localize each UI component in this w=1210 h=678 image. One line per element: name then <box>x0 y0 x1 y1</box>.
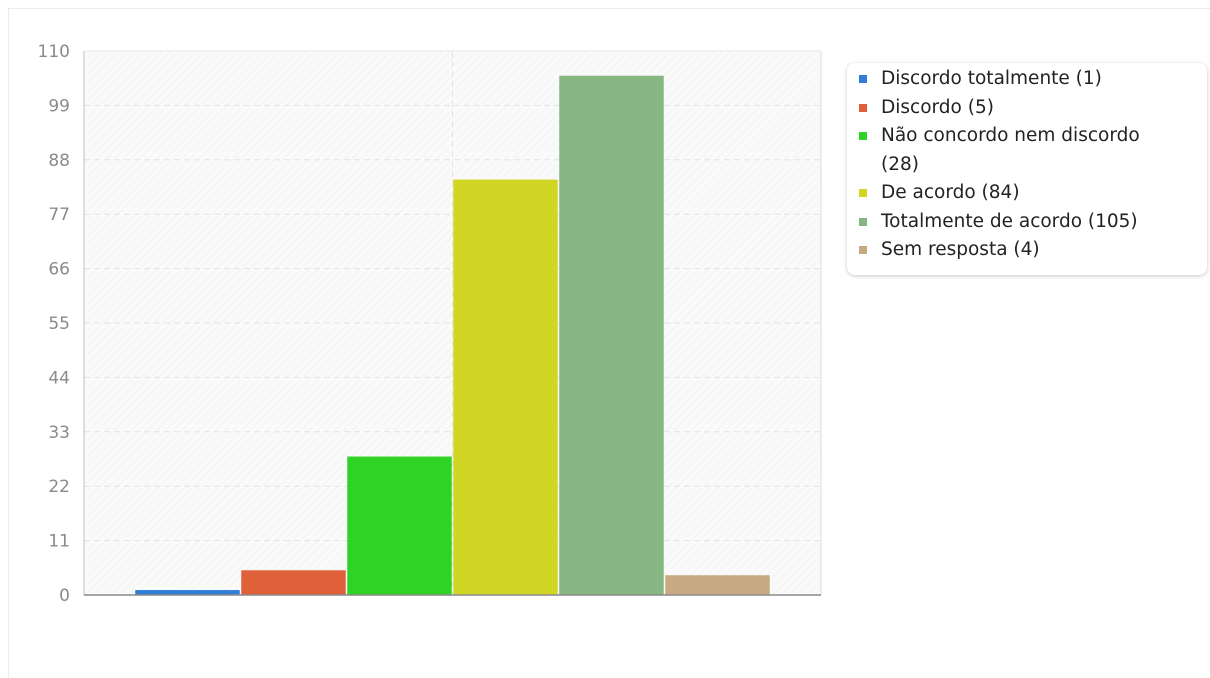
legend-item[interactable]: Sem resposta (4) <box>859 236 1207 265</box>
legend-label: De acordo (84) <box>881 182 1020 203</box>
y-tick-label: 11 <box>48 532 70 552</box>
y-tick-label: 88 <box>48 151 70 171</box>
y-tick-label: 110 <box>38 42 70 62</box>
bar-6[interactable] <box>665 575 770 595</box>
legend-swatch <box>859 75 867 83</box>
grid-lines <box>84 50 821 595</box>
bar-5[interactable] <box>559 75 664 595</box>
bars <box>135 75 770 595</box>
chart-frame: 0 11 22 33 44 55 66 77 88 99 110 Discordo totalmen… <box>8 8 1210 678</box>
bar-1[interactable] <box>135 590 240 595</box>
legend-item[interactable]: Discordo (5) <box>859 94 1207 123</box>
y-tick-label: 99 <box>48 96 70 116</box>
legend-swatch <box>859 132 867 140</box>
legend-item[interactable]: Totalmente de acordo (105) <box>859 208 1207 237</box>
y-tick-label: 55 <box>48 314 70 334</box>
legend-swatch <box>859 217 867 226</box>
axes <box>83 50 822 596</box>
legend-label: Não concordo nem discordo (28) <box>881 125 1140 175</box>
legend-item[interactable]: De acordo (84) <box>859 179 1207 208</box>
legend-label: Totalmente de acordo (105) <box>881 210 1138 232</box>
y-tick-label: 22 <box>48 477 70 497</box>
y-tick-label: 66 <box>48 260 70 280</box>
bar-4[interactable] <box>453 179 558 595</box>
y-tick-label: 77 <box>48 205 70 225</box>
y-tick-label: 44 <box>48 368 70 388</box>
legend-label: Discordo totalmente (1) <box>881 68 1102 89</box>
legend: Discordo totalmente (1) Discordo (5) Não c… <box>847 63 1207 275</box>
legend-swatch <box>859 189 867 197</box>
chart-svg: 0 11 22 33 44 55 66 77 88 99 110 <box>38 42 822 606</box>
legend-item[interactable]: Não concordo nem discordo (28) <box>859 122 1207 179</box>
bar-2[interactable] <box>241 570 346 595</box>
legend-swatch <box>859 103 867 112</box>
legend-swatch <box>859 246 867 254</box>
y-tick-label: 33 <box>48 423 70 443</box>
legend-label: Discordo (5) <box>881 96 994 118</box>
legend-item[interactable]: Discordo totalmente (1) <box>859 65 1207 94</box>
y-tick-labels: 0 11 22 33 44 55 66 77 88 99 110 <box>38 42 70 606</box>
bar-3[interactable] <box>347 456 452 595</box>
y-tick-label: 0 <box>59 586 70 606</box>
legend-label: Sem resposta (4) <box>881 239 1040 260</box>
